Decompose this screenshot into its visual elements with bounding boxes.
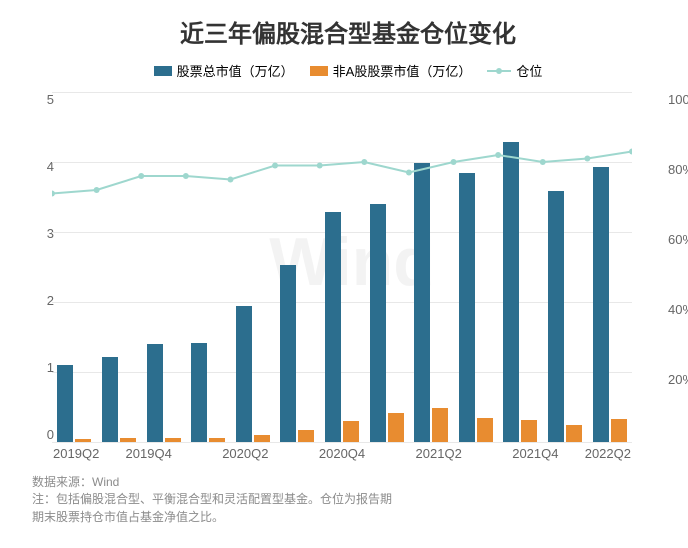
legend-item-series2: 非A股股票市值（万亿） — [310, 61, 472, 80]
footer-note-1: 注：包括偏股混合型、平衡混合型和灵活配置型基金。仓位为报告期 — [32, 491, 684, 508]
legend-label-series2: 非A股股票市值（万亿） — [333, 61, 472, 80]
y-left-tick: 0 — [14, 427, 54, 442]
y-right-tick: 60% — [668, 232, 688, 247]
y-axis-left: 5 4 3 2 1 0 — [14, 92, 54, 442]
line-marker — [272, 163, 278, 169]
x-axis-label: 2022Q2 — [584, 446, 632, 470]
legend-swatch-series1 — [154, 66, 172, 76]
y-left-tick: 5 — [14, 92, 54, 107]
x-axis-label: 2020Q4 — [294, 446, 391, 470]
legend: 股票总市值（万亿） 非A股股票市值（万亿） 仓位 — [12, 61, 684, 80]
line-marker — [540, 159, 546, 165]
plot-area: Wind 543210 100%80%60%40%20% 2019Q22019Q… — [32, 92, 672, 470]
footer-note-2: 期末股票持仓市值占基金净值之比。 — [32, 509, 684, 526]
line-marker — [183, 173, 189, 179]
y-left-tick: 1 — [14, 360, 54, 375]
line-marker — [94, 187, 100, 193]
y-right-tick: 40% — [668, 302, 688, 317]
line-series — [52, 92, 632, 442]
legend-item-series3: 仓位 — [487, 61, 542, 80]
chart-container: 近三年偏股混合型基金仓位变化 股票总市值（万亿） 非A股股票市值（万亿） 仓位 … — [0, 0, 688, 548]
x-axis-label: 2020Q2 — [197, 446, 294, 470]
line-marker — [227, 177, 233, 183]
line-marker — [138, 173, 144, 179]
y-axis-right: 100% 80% 60% 40% 20% — [668, 92, 688, 442]
y-right-tick: 20% — [668, 372, 688, 387]
legend-item-series1: 股票总市值（万亿） — [154, 61, 294, 80]
y-right-tick: 80% — [668, 162, 688, 177]
line-marker — [495, 152, 501, 158]
line-marker — [52, 191, 55, 197]
y-right-tick: 100% — [668, 92, 688, 107]
chart-footer: 数据来源：Wind 注：包括偏股混合型、平衡混合型和灵活配置型基金。仓位为报告期… — [32, 474, 684, 526]
line-marker — [451, 159, 457, 165]
legend-swatch-series2 — [310, 66, 328, 76]
x-axis-label: 2021Q4 — [487, 446, 584, 470]
x-axis: 2019Q22019Q42020Q22020Q42021Q22021Q42022… — [52, 446, 632, 470]
x-axis-label: 2019Q4 — [100, 446, 197, 470]
y-left-tick: 4 — [14, 159, 54, 174]
y-left-tick: 2 — [14, 293, 54, 308]
line-marker — [317, 163, 323, 169]
chart-title: 近三年偏股混合型基金仓位变化 — [12, 14, 684, 49]
line-marker — [406, 170, 412, 176]
legend-label-series1: 股票总市值（万亿） — [177, 61, 294, 80]
y-left-tick: 3 — [14, 226, 54, 241]
footer-source: 数据来源：Wind — [32, 474, 684, 491]
x-axis-label: 2021Q2 — [390, 446, 487, 470]
line-marker — [361, 159, 367, 165]
line-marker — [584, 156, 590, 162]
x-axis-label: 2019Q2 — [52, 446, 100, 470]
legend-label-series3: 仓位 — [516, 61, 542, 80]
legend-swatch-series3 — [487, 70, 511, 72]
line-marker — [629, 149, 632, 155]
